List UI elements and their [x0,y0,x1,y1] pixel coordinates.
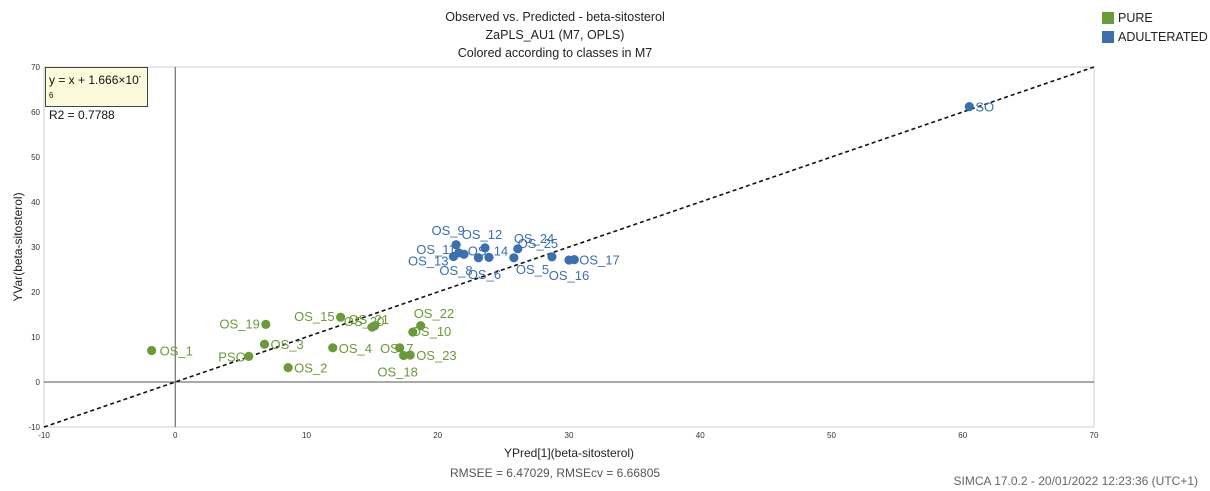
data-point [399,350,409,361]
point-label: OS_22 [414,306,454,321]
y-tick-label: 70 [31,63,40,72]
point-label: OS_17 [579,253,619,268]
data-point [395,343,405,353]
point-label: OS_9 [432,223,465,238]
x-tick-label: 70 [1090,431,1099,440]
point-label: OS_6 [468,267,501,282]
point-label: PSO [218,349,245,364]
data-point [448,251,459,262]
x-tick-label: 10 [302,431,311,440]
point-label: OS_24 [514,231,554,246]
legend-swatch-adulterated [1102,30,1114,43]
legend-item-adulterated[interactable]: ADULTERATED [1102,27,1208,46]
data-point [405,350,415,360]
y-tick-label: -10 [28,423,40,432]
y-tick-label: 20 [31,288,40,297]
point-label: OS_5 [516,262,549,277]
data-point [513,244,523,254]
r2-value: R2 = 0.7788 [49,108,115,122]
point-label: OS_18 [377,364,417,379]
data-point [451,240,461,250]
data-point [547,252,557,262]
data-point [408,327,418,337]
point-label: OS_16 [549,268,589,283]
y-tick-label: 60 [31,108,40,117]
point-label: OS_1 [160,344,193,359]
x-tick-label: 20 [433,431,442,440]
y-tick-label: 0 [36,378,41,387]
point-label: OS_15 [294,309,334,324]
point-label: OS_23 [416,348,456,363]
regression-equation-box: y = x + 1.666×10-6 R2 = 0.7788 [45,67,148,122]
data-point [416,321,426,331]
point-label: OS_7 [380,341,413,356]
point-label: OS_14 [468,243,508,258]
regression-equation: y = x + 1.666×10-6 [49,72,142,100]
y-tick-label: 30 [31,243,40,252]
data-point [964,102,974,112]
x-tick-label: -10 [38,431,50,440]
plot-frame [43,66,1095,428]
point-label: OS_2 [294,361,327,376]
data-point [147,345,157,356]
data-point [261,319,271,329]
point-label: OS_13 [408,253,448,268]
x-tick-label: 60 [958,431,967,440]
point-label: OS_20 [344,314,384,329]
point-label: OS_12 [462,227,502,242]
point-label: OS_10 [411,324,451,339]
data-point [336,312,346,322]
legend-swatch-pure [1102,11,1114,24]
point-label: OS_3 [271,337,304,352]
legend: PURE ADULTERATED [1102,8,1208,46]
data-point [367,322,377,332]
y-tick-label: 50 [31,153,40,162]
point-label: OS_8 [439,263,472,278]
reference-line [43,66,1095,428]
point-label: OS_4 [339,341,372,356]
chart-subtitle-model: ZaPLS_AU1 (M7, OPLS) [485,28,625,42]
x-axis-title: YPred[1](beta-sitosterol) [504,446,634,460]
data-point [484,252,494,262]
point-label: OS_19 [219,316,259,331]
y-axis-title: YVar(beta-sitosterol) [11,192,25,301]
y-tick-label: 10 [31,333,40,342]
data-point [459,249,469,259]
x-tick-label: 30 [565,431,574,440]
legend-item-pure[interactable]: PURE [1102,8,1208,27]
data-point [569,255,579,265]
data-point [283,363,293,373]
chart-title: Observed vs. Predicted - beta-sitosterol [445,10,665,24]
point-label: SO [975,100,994,115]
data-point [473,253,484,263]
x-tick-label: 50 [827,431,836,440]
data-point [509,253,519,263]
chart-subtitle-coloring: Colored according to classes in M7 [457,46,653,60]
data-point [244,351,254,361]
point-label: OS_21 [349,312,389,327]
chart-title-block: Observed vs. Predicted - beta-sitosterol… [0,8,1110,62]
y-tick-label: 40 [31,198,40,207]
rmse-text: RMSEE = 6.47029, RMSEcv = 6.66805 [449,466,661,480]
x-tick-label: 0 [173,431,178,440]
data-point [328,343,338,353]
equation-exponent: -6 [49,72,142,100]
data-point [480,243,490,253]
legend-label-pure: PURE [1118,10,1153,25]
x-tick-label: 40 [696,431,705,440]
data-point [259,339,270,349]
point-label: OS_11 [416,242,456,257]
simca-footer: SIMCA 17.0.2 - 20/01/2022 12:23:36 (UTC+… [953,474,1198,488]
legend-label-adulterated: ADULTERATED [1118,29,1208,44]
point-label: OS_25 [518,236,558,251]
